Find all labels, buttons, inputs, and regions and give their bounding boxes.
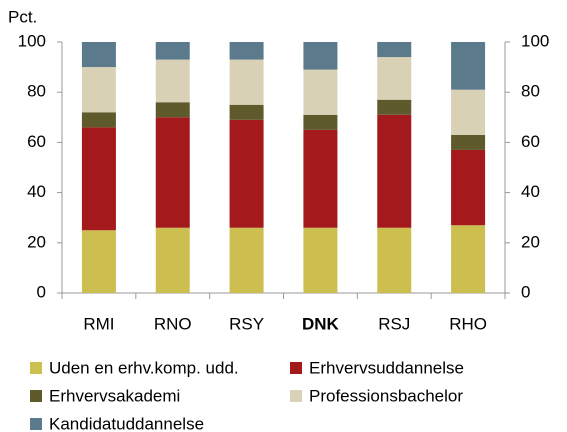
- legend-label: Professionsbachelor: [309, 386, 463, 405]
- bar-segment: [155, 102, 190, 118]
- bar-segment: [81, 230, 116, 293]
- legend-label: Kandidatuddannelse: [49, 414, 204, 432]
- x-tick-label: RSY: [229, 314, 264, 333]
- y-axis-label: Pct.: [8, 7, 37, 26]
- legend-label: Erhvervsakademi: [49, 386, 180, 405]
- bar-segment: [81, 112, 116, 128]
- bar-segment: [155, 117, 190, 228]
- legend-swatch: [290, 390, 302, 402]
- x-tick-label: DNK: [302, 314, 340, 333]
- legend-swatch: [30, 418, 42, 430]
- bar-segment: [303, 129, 338, 228]
- bar-segment: [229, 227, 264, 293]
- y-tick-label: 20: [27, 232, 46, 251]
- y2-tick-label: 40: [521, 182, 540, 201]
- bar-segment: [377, 227, 412, 293]
- bar-segment: [451, 42, 486, 90]
- bar-segment: [81, 42, 116, 68]
- bar-segment: [229, 119, 264, 228]
- bar-segment: [451, 89, 486, 135]
- legend-swatch: [30, 390, 42, 402]
- bar-segment: [451, 134, 486, 150]
- bar-segment: [451, 149, 486, 226]
- y-tick-label: 60: [27, 132, 46, 151]
- bar-segment: [377, 42, 412, 58]
- legend-swatch: [30, 362, 42, 374]
- y-tick-label: 40: [27, 182, 46, 201]
- y-tick-label: 100: [18, 31, 46, 50]
- y2-tick-label: 20: [521, 232, 540, 251]
- legend-label: Erhvervsuddannelse: [309, 358, 464, 377]
- bar-segment: [377, 99, 412, 115]
- bar-segment: [229, 59, 264, 105]
- x-tick-label: RNO: [154, 314, 192, 333]
- y2-tick-label: 100: [521, 31, 549, 50]
- bar-segment: [81, 67, 116, 113]
- bar-segment: [155, 59, 190, 103]
- x-tick-label: RHO: [449, 314, 487, 333]
- bar-segment: [303, 69, 338, 115]
- y-tick-label: 0: [37, 282, 46, 301]
- bar-segment: [303, 42, 338, 70]
- y2-tick-label: 0: [521, 282, 530, 301]
- bar-segment: [229, 104, 264, 120]
- y2-tick-label: 60: [521, 132, 540, 151]
- y2-tick-label: 80: [521, 82, 540, 101]
- bar-segment: [303, 114, 338, 130]
- bar-segment: [155, 227, 190, 293]
- bar-segment: [155, 42, 190, 60]
- bar-segment: [377, 57, 412, 100]
- bar-segment: [229, 42, 264, 60]
- bar-segment: [377, 114, 412, 228]
- y-tick-label: 80: [27, 82, 46, 101]
- bar-segment: [81, 127, 116, 231]
- legend-swatch: [290, 362, 302, 374]
- legend-label: Uden en erhv.komp. udd.: [49, 358, 239, 377]
- x-tick-label: RMI: [83, 314, 114, 333]
- bar-segment: [303, 227, 338, 293]
- x-tick-label: RSJ: [378, 314, 410, 333]
- bar-segment: [451, 225, 486, 293]
